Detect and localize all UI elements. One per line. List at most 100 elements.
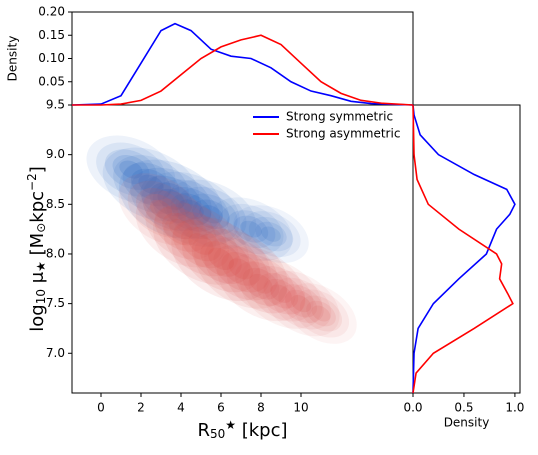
label-part: ⊙ [34,223,48,233]
density-contour [240,220,262,238]
x-tick-label: 0 [97,401,105,415]
density-contour [270,277,332,330]
x-tick-label: 8 [257,401,265,415]
density-contour [143,194,179,225]
density-line [412,104,516,394]
density-line [412,104,514,394]
density-contour [290,294,312,313]
density-contour [104,149,158,190]
density-contour [248,216,294,252]
density-contour [248,265,314,322]
density-contour [135,190,227,268]
density-contour [263,278,299,309]
density-contour [178,199,204,220]
y-tick-label: 0.20 [38,5,65,19]
density-layer [86,135,357,344]
density-contour [162,186,220,232]
density-contour [171,216,271,302]
density-contour [221,252,261,286]
density-line [72,34,414,106]
y-tick-label: 7.0 [46,346,65,360]
x-tick-label: 4 [177,401,185,415]
density-contour [306,300,336,327]
x-tick-label: 6 [217,401,225,415]
density-contour [119,160,143,179]
density-contour [175,186,247,242]
x-tick-label: 0.0 [403,401,422,415]
label-part: ★ [34,261,48,272]
density-contour [122,162,180,207]
density-contour [311,305,331,322]
y-tick-label: 9.0 [46,147,65,161]
density-contour [138,174,164,195]
density-contour [181,226,221,262]
density-contour [152,179,230,240]
density-contour [145,198,217,260]
density-contour [181,225,261,293]
density-contour [136,187,186,231]
density-contour [184,193,238,235]
density-contour [199,205,223,224]
density-contour [191,233,251,284]
density-contour [233,215,269,243]
density-contour [241,211,301,258]
density-contour [194,229,288,309]
density-contour [239,258,323,329]
density-contour [261,226,281,242]
density-contour [200,241,242,277]
density-contour [157,188,185,210]
y-tick-label: 0.10 [38,51,65,65]
density-contour [162,212,200,246]
density-contour [119,159,223,240]
density-contour [233,205,309,263]
density-contour [127,180,195,238]
density-contour [163,211,239,277]
density-contour [142,171,240,247]
x-tick-label: 10 [293,401,308,415]
label-part: −2 [25,173,39,191]
y-tick-label: 9.5 [46,98,65,112]
density-contour [204,237,278,301]
legend-label: Strong asymmetric [286,127,400,141]
x-tick-label: 2 [137,401,145,415]
x-tick-label: 1.0 [505,401,524,415]
density-contour [112,155,150,185]
density-contour [102,147,200,222]
density-contour [130,167,212,231]
density-contour [113,155,189,214]
density-contour [86,135,176,204]
y-tick-label: 8.0 [46,246,65,260]
label-part: kpc [27,191,48,223]
density-contour [169,219,193,240]
density-contour [140,175,202,224]
label-part: μ [27,271,48,289]
density-contour [262,270,340,337]
label-part: 10 [34,289,48,304]
density-contour [255,221,287,247]
density-contour [218,203,284,255]
label-part: ] [27,166,48,173]
density-contour [299,295,343,332]
x-tick-label: 0.5 [454,401,473,415]
xlabel_parts: R50★ [kpc] [197,418,287,441]
density-contour [278,284,324,324]
density-contour [96,142,166,197]
density-line [71,22,414,106]
density-contour [149,199,173,219]
density-contour [256,272,306,315]
density-contour [188,233,214,255]
label-part: ★ [225,418,236,432]
y-tick-label: 7.5 [46,296,65,310]
density-contour [118,173,204,246]
y-tick-label: 8.5 [46,197,65,211]
y-tick-label: 0.15 [38,28,65,42]
label-part: [kpc] [236,420,288,441]
density-contour [249,273,273,294]
density-contour [149,182,193,217]
label-part: 50 [210,427,225,441]
ylabel_parts: log10 μ★ [M⊙kpc−2] [25,166,48,332]
label-part: [M [27,233,48,261]
density-contour [292,289,350,338]
density-contour [152,203,250,285]
